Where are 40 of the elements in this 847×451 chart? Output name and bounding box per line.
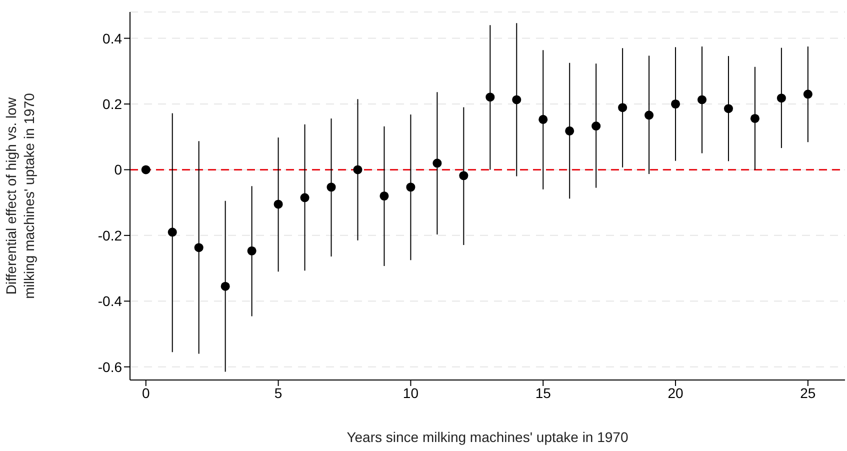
y-tick-label: -0.2 [98, 227, 122, 244]
point [274, 200, 283, 209]
x-tick-label: 0 [142, 384, 150, 401]
point [141, 165, 150, 174]
point [194, 243, 204, 252]
point [618, 103, 628, 112]
point [326, 182, 336, 192]
y-tick-label: 0 [114, 162, 122, 178]
point [592, 122, 601, 131]
x-tick-label: 15 [535, 384, 552, 401]
point [459, 171, 468, 180]
point [697, 95, 707, 104]
point [538, 114, 548, 124]
point [168, 228, 177, 237]
point [776, 94, 786, 103]
point [353, 165, 362, 174]
x-tick-label: 25 [800, 384, 816, 401]
point [247, 246, 256, 256]
point [644, 110, 654, 120]
point [724, 104, 733, 114]
y-tick-label: -0.6 [98, 358, 122, 375]
point [300, 193, 310, 202]
x-tick-label: 20 [668, 384, 684, 401]
y-tick-label: -0.4 [98, 293, 122, 310]
point [406, 182, 416, 192]
x-tick-label: 5 [274, 384, 282, 401]
point [220, 282, 230, 291]
point [803, 90, 812, 99]
y-axis-title: Differential effect of high vs. low milking machines' uptake in 1970 [3, 92, 37, 299]
point [565, 126, 574, 136]
y-tick-label: 0.2 [102, 96, 122, 112]
point [432, 158, 442, 168]
point [750, 114, 760, 123]
y-tick-label: 0.4 [102, 30, 122, 46]
point [486, 92, 495, 102]
x-axis-title: Years since milking machines' uptake in 1970 [346, 429, 628, 445]
point [671, 99, 680, 109]
x-tick-label: 10 [402, 384, 419, 401]
point [380, 191, 389, 201]
point [512, 95, 522, 104]
